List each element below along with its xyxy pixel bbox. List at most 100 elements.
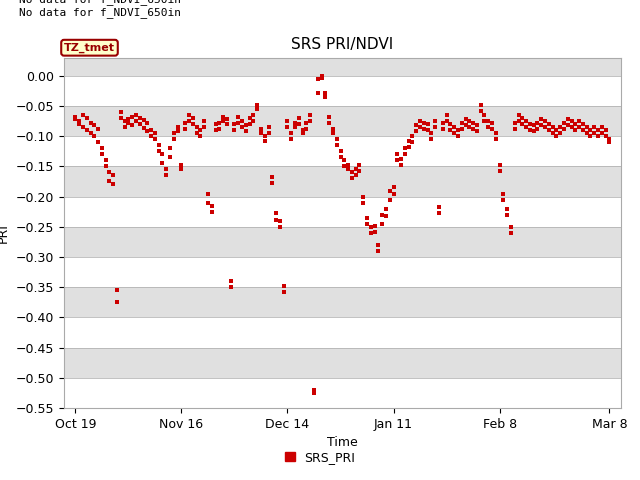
Point: [396, 155, 406, 163]
Point: [499, 196, 509, 204]
Point: [252, 101, 262, 108]
Point: [574, 117, 584, 125]
Point: [422, 126, 433, 134]
Point: [491, 129, 501, 137]
Point: [298, 129, 308, 137]
Point: [586, 132, 596, 140]
Legend: SRS_PRI: SRS_PRI: [280, 446, 360, 469]
Point: [582, 123, 592, 131]
Point: [499, 190, 509, 197]
Point: [456, 119, 467, 127]
Point: [290, 123, 300, 131]
Point: [131, 111, 141, 119]
Point: [173, 123, 183, 131]
Point: [82, 114, 92, 122]
Point: [154, 141, 164, 149]
Point: [313, 89, 323, 96]
Point: [134, 114, 145, 122]
Point: [388, 184, 399, 192]
Point: [438, 125, 448, 133]
Point: [264, 123, 274, 131]
Point: [146, 126, 156, 134]
Point: [233, 113, 243, 120]
Point: [536, 115, 547, 123]
Point: [256, 125, 266, 133]
Point: [207, 208, 217, 216]
Point: [464, 117, 474, 125]
Point: [278, 288, 289, 296]
Point: [559, 125, 569, 133]
Point: [358, 199, 369, 206]
Point: [146, 132, 156, 140]
Point: [442, 117, 452, 125]
Bar: [64, 136, 621, 167]
Point: [298, 126, 308, 134]
Point: [555, 123, 565, 131]
Point: [578, 120, 588, 128]
Point: [415, 117, 425, 125]
Point: [449, 123, 460, 131]
Point: [271, 210, 281, 217]
Point: [544, 126, 554, 134]
Point: [449, 129, 460, 137]
Point: [464, 123, 474, 131]
Point: [586, 126, 596, 134]
Point: [506, 229, 516, 237]
Point: [157, 150, 168, 158]
Point: [358, 192, 369, 200]
Point: [188, 114, 198, 122]
Point: [150, 135, 160, 143]
Point: [290, 119, 300, 127]
Point: [191, 123, 202, 131]
Point: [479, 111, 490, 119]
Point: [225, 283, 236, 291]
Point: [355, 161, 365, 169]
Point: [150, 129, 160, 137]
Point: [521, 123, 531, 131]
Point: [411, 121, 421, 129]
Point: [301, 119, 312, 127]
Point: [305, 111, 316, 119]
Point: [271, 216, 281, 223]
Point: [563, 115, 573, 123]
Point: [555, 129, 565, 137]
Point: [563, 121, 573, 129]
Point: [604, 135, 614, 143]
Point: [316, 72, 326, 80]
Point: [108, 180, 118, 188]
Point: [460, 121, 470, 129]
Point: [161, 166, 172, 173]
Point: [373, 241, 383, 249]
Point: [256, 129, 266, 137]
Point: [404, 137, 414, 145]
Point: [332, 141, 342, 149]
Point: [237, 117, 247, 125]
Point: [456, 125, 467, 133]
Point: [199, 117, 209, 125]
Point: [214, 125, 225, 133]
Point: [120, 123, 130, 131]
Point: [97, 150, 107, 158]
Point: [589, 129, 600, 137]
Point: [74, 117, 84, 125]
Point: [252, 105, 262, 113]
Point: [540, 117, 550, 125]
Point: [124, 115, 134, 123]
Point: [195, 132, 205, 140]
Point: [347, 168, 357, 176]
Point: [377, 220, 387, 228]
Point: [596, 129, 607, 137]
Point: [244, 120, 255, 128]
Point: [559, 119, 569, 127]
Point: [104, 178, 115, 185]
Point: [422, 120, 433, 128]
Bar: [64, 167, 621, 196]
Point: [529, 128, 539, 135]
Point: [104, 168, 115, 176]
Point: [165, 154, 175, 161]
Point: [509, 125, 520, 133]
Bar: [64, 287, 621, 317]
Point: [225, 277, 236, 285]
Point: [521, 117, 531, 125]
Point: [407, 132, 417, 140]
